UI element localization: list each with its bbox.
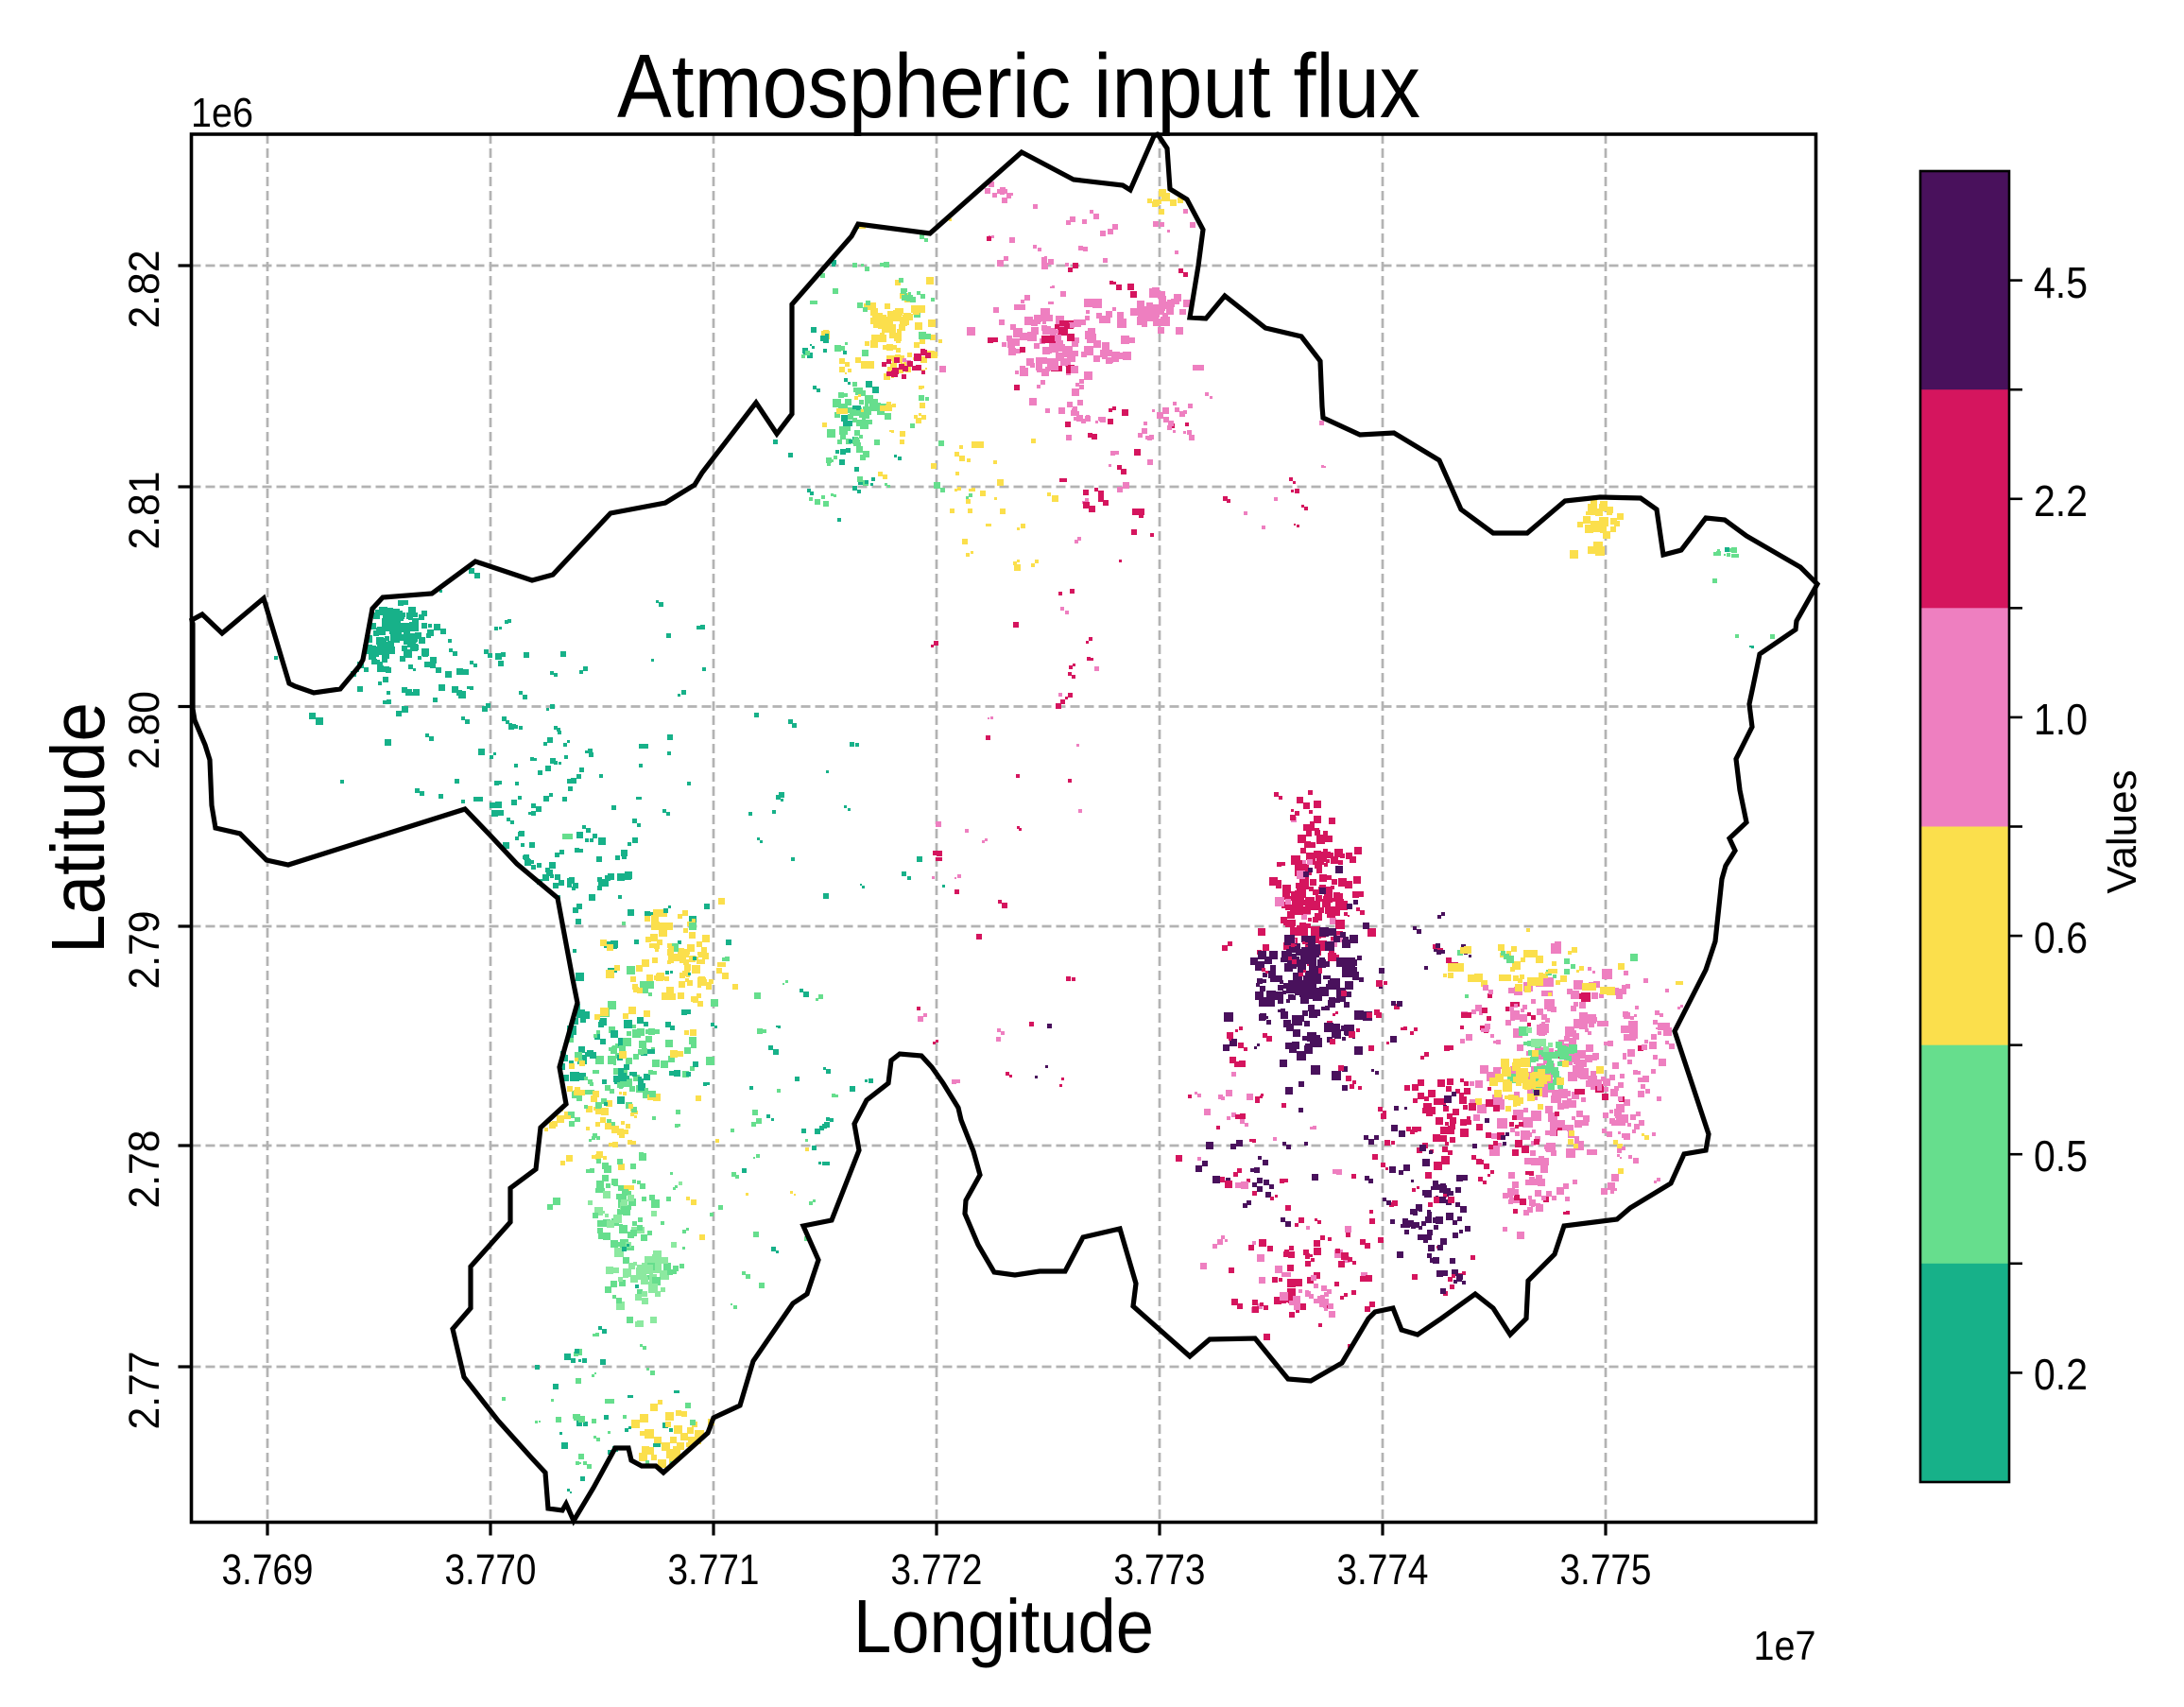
svg-text:Values: Values [2099,769,2145,893]
svg-text:4.5: 4.5 [2034,258,2088,307]
svg-text:0.6: 0.6 [2034,913,2088,962]
svg-text:Longitude: Longitude [853,1584,1154,1668]
svg-text:3.773: 3.773 [1114,1545,1206,1594]
svg-text:2.78: 2.78 [120,1130,168,1209]
svg-text:2.79: 2.79 [120,911,168,990]
svg-text:2.2: 2.2 [2034,476,2088,526]
svg-text:0.5: 0.5 [2034,1131,2088,1181]
svg-text:0.2: 0.2 [2034,1350,2088,1399]
svg-text:2.81: 2.81 [120,472,168,550]
svg-text:2.80: 2.80 [120,691,168,769]
svg-text:3.774: 3.774 [1337,1545,1429,1594]
svg-text:2.77: 2.77 [120,1352,168,1430]
svg-text:3.772: 3.772 [891,1545,983,1594]
svg-text:3.775: 3.775 [1560,1545,1652,1594]
svg-text:2.82: 2.82 [120,250,168,329]
svg-text:1e7: 1e7 [1754,1623,1816,1669]
svg-text:Latitude: Latitude [36,702,120,954]
svg-text:3.770: 3.770 [445,1545,537,1594]
svg-text:3.769: 3.769 [222,1545,314,1594]
svg-text:3.771: 3.771 [668,1545,760,1594]
svg-text:Atmospheric input flux: Atmospheric input flux [617,36,1420,137]
svg-text:1.0: 1.0 [2034,695,2088,744]
svg-text:1e6: 1e6 [191,90,253,136]
